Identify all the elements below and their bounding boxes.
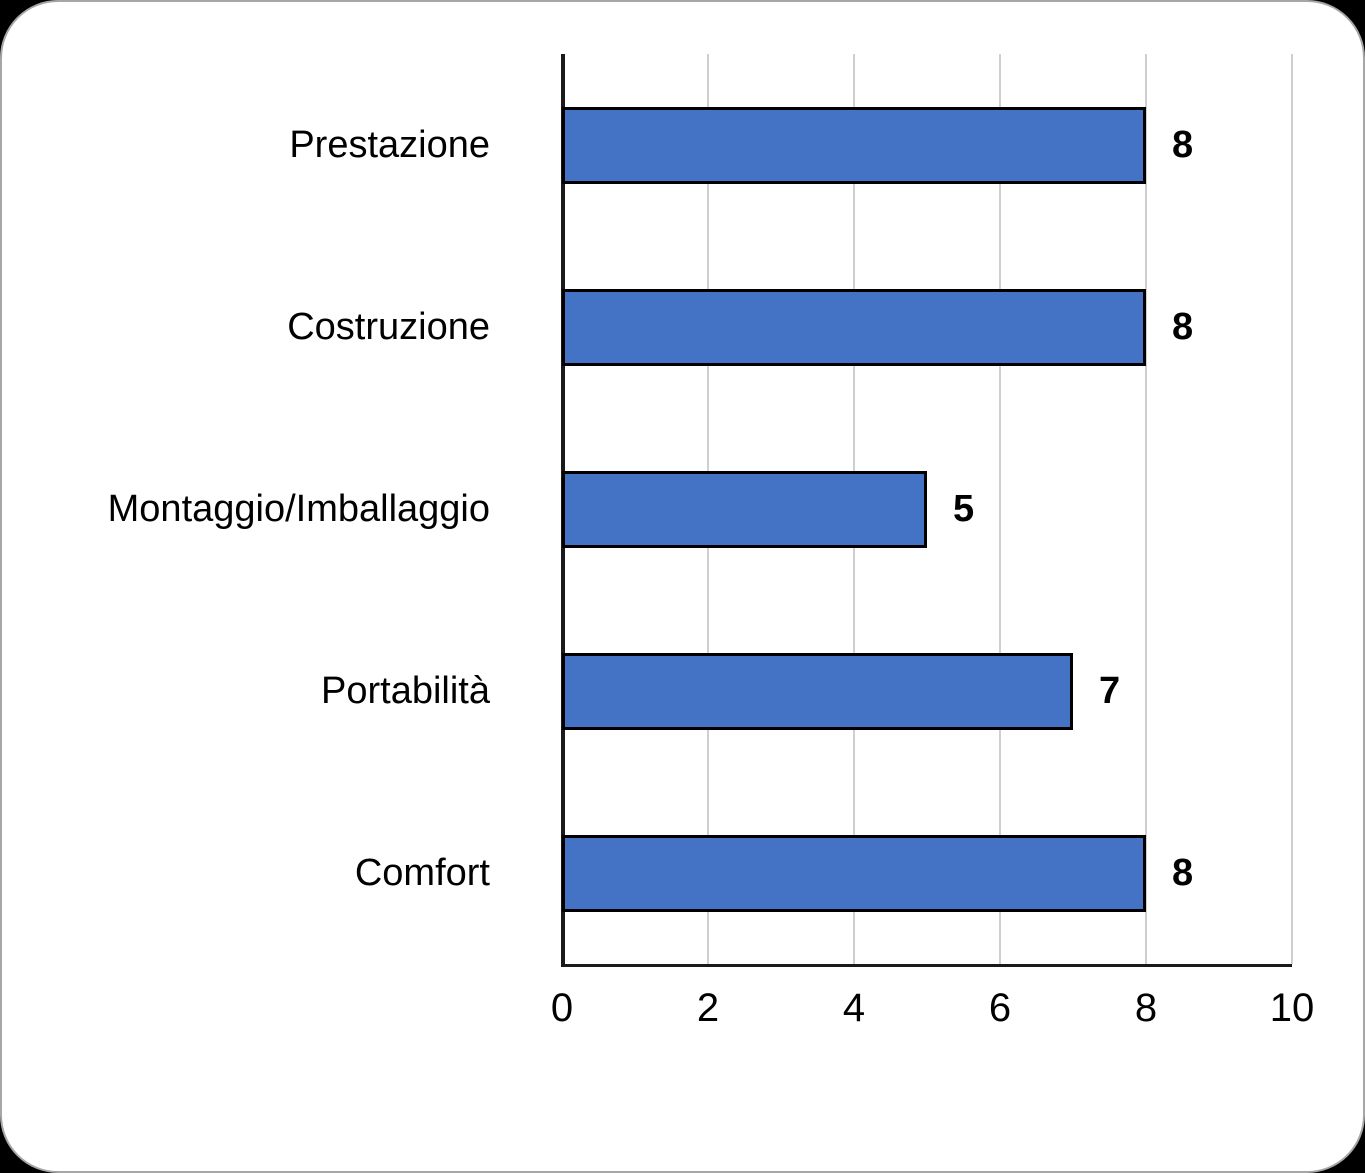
category-label-0: Prestazione: [289, 123, 490, 166]
x-tick-2: 2: [696, 986, 720, 1030]
category-label-3: Portabilità: [321, 669, 490, 712]
data-label-0: 8: [1172, 123, 1194, 166]
bar-0: [562, 106, 1146, 184]
bar-2: [562, 470, 927, 548]
bar-1: [562, 288, 1146, 366]
gridline-x-8: [1145, 54, 1147, 964]
data-label-1: 8: [1172, 305, 1194, 348]
gridline-x-6: [999, 54, 1001, 964]
x-tick-0: 0: [550, 986, 574, 1030]
category-labels: Prestazione Costruzione Montaggio/Imballag…: [2, 54, 526, 964]
plot-area: 8 8 5 7 8: [561, 54, 1293, 967]
x-tick-4: 4: [842, 986, 866, 1030]
category-label-4: Comfort: [354, 851, 490, 894]
x-tick-10: 10: [1269, 986, 1315, 1030]
x-axis-line: [561, 964, 1292, 967]
bar-3: [562, 652, 1073, 730]
bar-4: [562, 834, 1146, 912]
x-axis-tick-labels: 0 2 4 6 8 10: [551, 986, 1314, 1046]
x-tick-8: 8: [1134, 986, 1158, 1030]
data-label-2: 5: [953, 487, 975, 530]
data-label-3: 7: [1099, 669, 1121, 712]
category-label-1: Costruzione: [287, 305, 490, 348]
data-label-4: 8: [1172, 851, 1194, 894]
category-label-2: Montaggio/Imballaggio: [107, 487, 490, 530]
x-tick-6: 6: [988, 986, 1012, 1030]
gridline-x-10: [1291, 54, 1293, 964]
